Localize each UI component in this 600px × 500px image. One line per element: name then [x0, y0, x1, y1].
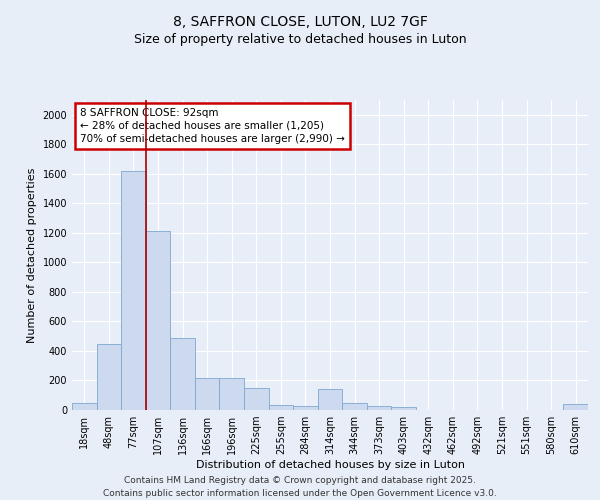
Text: 8, SAFFRON CLOSE, LUTON, LU2 7GF: 8, SAFFRON CLOSE, LUTON, LU2 7GF: [173, 15, 427, 29]
Bar: [195, 378, 220, 410]
Bar: [220, 378, 244, 410]
Bar: [97, 344, 121, 410]
Bar: [269, 405, 293, 410]
Text: 8 SAFFRON CLOSE: 92sqm
← 28% of detached houses are smaller (1,205)
70% of semi-: 8 SAFFRON CLOSE: 92sqm ← 28% of detached…: [80, 108, 344, 144]
Bar: [72, 402, 97, 410]
Bar: [342, 402, 367, 410]
Bar: [391, 407, 416, 410]
Bar: [244, 388, 269, 410]
Bar: [121, 171, 146, 410]
Bar: [563, 404, 588, 410]
Y-axis label: Number of detached properties: Number of detached properties: [27, 168, 37, 342]
Bar: [367, 406, 391, 410]
Bar: [318, 390, 342, 410]
Text: Size of property relative to detached houses in Luton: Size of property relative to detached ho…: [134, 32, 466, 46]
Bar: [170, 338, 195, 410]
Bar: [293, 406, 318, 410]
Text: Contains HM Land Registry data © Crown copyright and database right 2025.
Contai: Contains HM Land Registry data © Crown c…: [103, 476, 497, 498]
X-axis label: Distribution of detached houses by size in Luton: Distribution of detached houses by size …: [196, 460, 464, 470]
Bar: [146, 232, 170, 410]
